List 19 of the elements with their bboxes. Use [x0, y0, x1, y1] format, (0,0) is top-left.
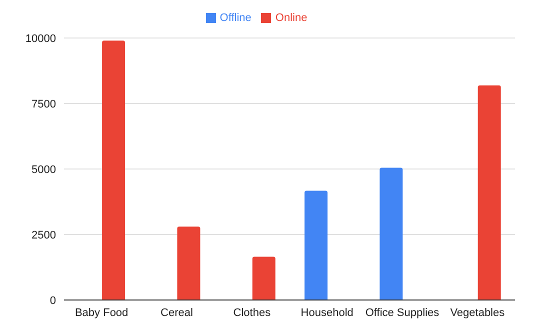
legend-label: Offline: [220, 12, 252, 24]
bar: [177, 226, 200, 300]
bar: [478, 85, 501, 300]
bar: [102, 40, 126, 300]
x-tick-label: Baby Food: [74, 306, 128, 319]
bar: [304, 190, 328, 300]
legend-label: Online: [275, 12, 308, 24]
x-tick-label: Office Supplies: [365, 306, 440, 319]
bar: [252, 256, 276, 300]
bar: [380, 168, 403, 300]
x-tick-label: Vegetables: [450, 306, 506, 319]
y-tick-label: 5000: [32, 164, 56, 176]
y-tick-label: 0: [50, 294, 56, 307]
y-tick-label: 2500: [32, 229, 56, 242]
x-tick-label: Cereal: [160, 306, 193, 319]
x-tick-label: Clothes: [233, 306, 272, 319]
y-tick-label: 10000: [25, 32, 56, 45]
x-tick-label: Household: [300, 306, 354, 319]
y-tick-label: 7500: [32, 98, 56, 110]
